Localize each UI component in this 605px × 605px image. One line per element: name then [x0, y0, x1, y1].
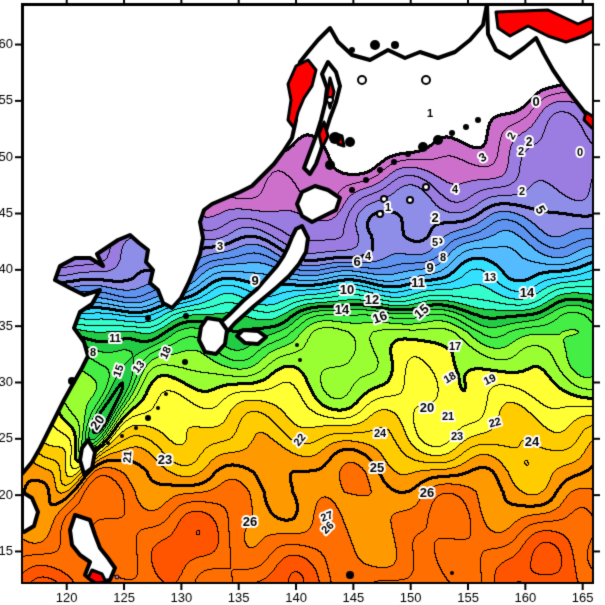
- sst-contour-map-canvas: [0, 0, 605, 605]
- sst-contour-map-figure: [0, 0, 605, 605]
